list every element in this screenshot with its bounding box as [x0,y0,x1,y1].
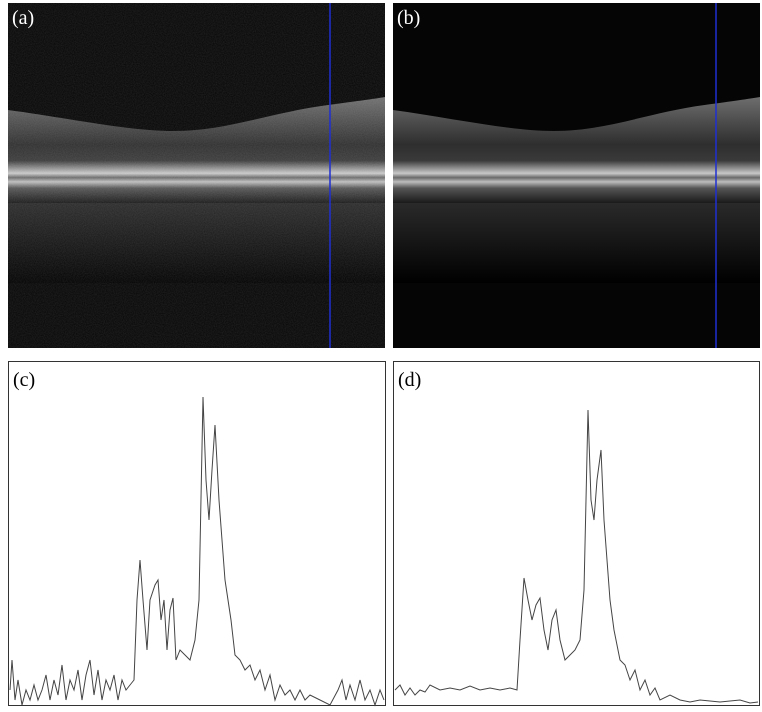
panel-b: (b) [393,3,760,348]
panel-label: (b) [397,7,420,29]
panel-d: (d) [393,361,760,706]
panel-label: (c) [13,369,35,391]
panel-a: (a) [8,3,385,348]
panel-label: (a) [12,7,34,29]
panel-c: (c) [8,361,386,707]
panel-label: (d) [398,369,421,391]
